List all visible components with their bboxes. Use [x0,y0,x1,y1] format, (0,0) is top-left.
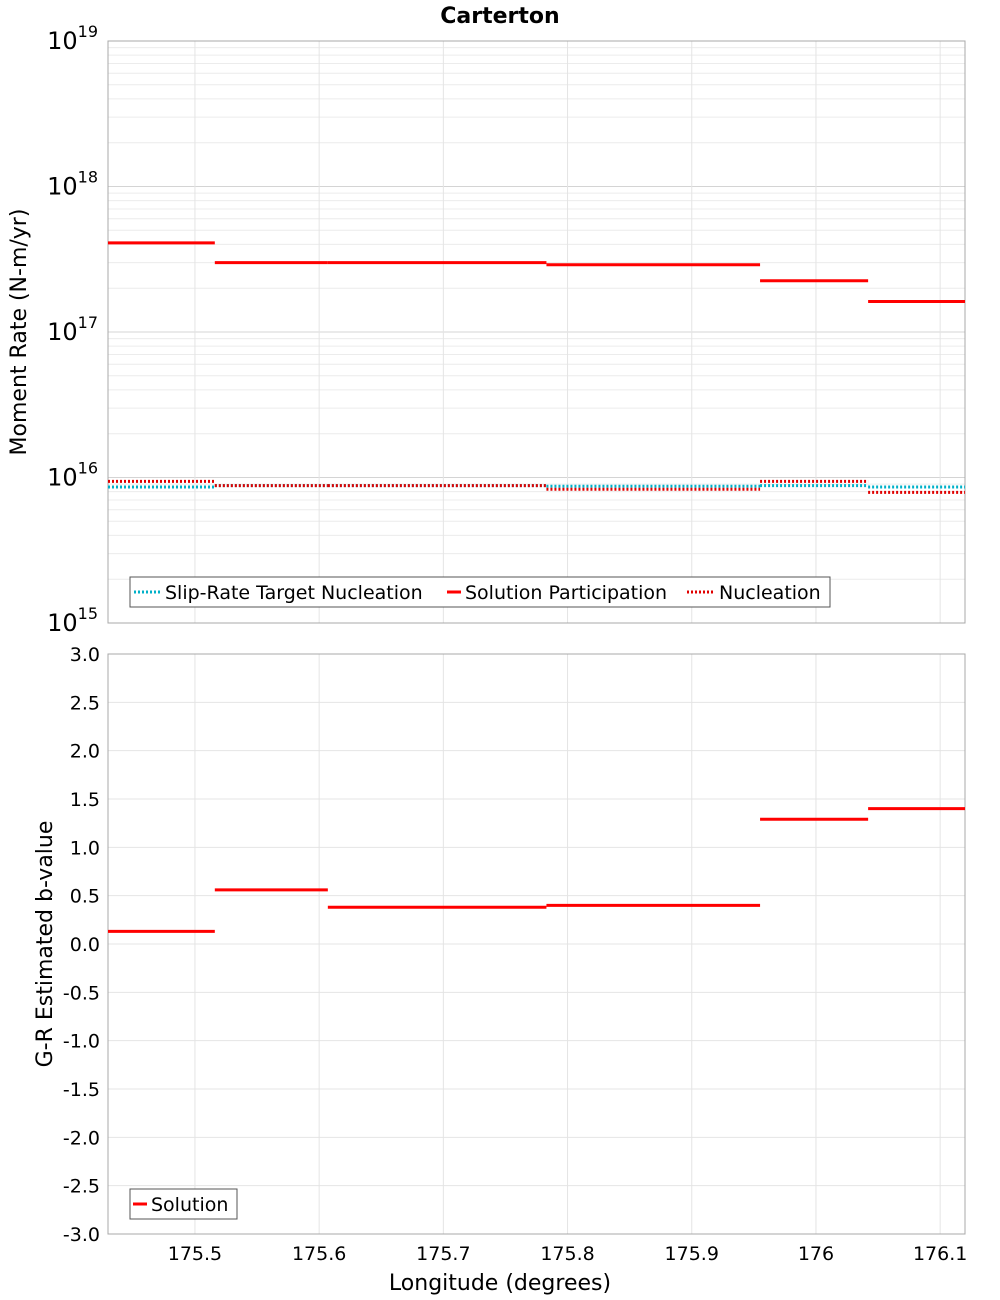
bottom-plot-border [107,653,966,1235]
legend-label: Solution [151,1194,228,1216]
x-tick-label: 175.8 [540,1243,594,1265]
y-tick-base: 10 [47,609,78,637]
y-tick-exponent: 15 [78,604,98,623]
y-tick-exponent: 19 [78,22,98,41]
y-tick-label-bottom: -3.0 [63,1224,100,1246]
y-tick-label-bottom: 2.5 [70,692,100,714]
y-tick-label-top: 1018 [47,168,98,201]
y-tick-label-bottom: -2.5 [63,1176,100,1198]
y-tick-label-top: 1019 [47,22,98,55]
legend-label: Nucleation [719,582,821,604]
y-axis-label-bottom: G-R Estimated b-value [33,821,58,1068]
x-tick-label: 176 [798,1243,834,1265]
top-plot-border [107,40,966,624]
y-axis-label-top: Moment Rate (N-m/yr) [7,209,32,456]
x-tick-label: 175.6 [292,1243,346,1265]
y-tick-label-bottom: 0.0 [70,934,100,956]
y-tick-exponent: 16 [78,459,98,478]
y-tick-exponent: 18 [78,168,98,187]
y-tick-label-bottom: -1.0 [63,1031,100,1053]
y-tick-label-top: 1015 [47,604,98,637]
y-tick-label-bottom: 0.5 [70,886,100,908]
y-tick-label-bottom: -0.5 [63,982,100,1004]
y-tick-base: 10 [47,173,78,201]
y-tick-base: 10 [47,318,78,346]
legend-top [129,576,831,608]
y-tick-base: 10 [47,27,78,55]
legend-label: Solution Participation [465,582,667,604]
y-tick-base: 10 [47,464,78,492]
y-tick-label-top: 1017 [47,313,98,346]
x-tick-label: 175.5 [168,1243,222,1265]
y-tick-exponent: 17 [78,313,98,332]
y-tick-label-bottom: 1.5 [70,789,100,811]
legend-label: Slip-Rate Target Nucleation [165,582,423,604]
y-tick-label-bottom: -2.0 [63,1127,100,1149]
x-axis-label: Longitude (degrees) [389,1271,611,1296]
y-tick-label-bottom: 2.0 [70,741,100,763]
legend-bottom [129,1188,238,1220]
x-tick-label: 175.9 [665,1243,719,1265]
y-tick-label-top: 1016 [47,459,98,492]
bottom-panel: 3.0 2.5 2.0 1.5 1.0 0.5 0.0 -0.5 -1.0 -1.5 -2.0 -2.… [33,644,967,1265]
y-tick-label-bottom: 1.0 [70,837,100,859]
y-tick-label-bottom: 3.0 [70,644,100,666]
x-tick-label: 175.7 [416,1243,470,1265]
y-tick-label-bottom: -1.5 [63,1079,100,1101]
x-tick-label: 176.1 [913,1243,967,1265]
chart-title: Carterton [440,4,559,29]
